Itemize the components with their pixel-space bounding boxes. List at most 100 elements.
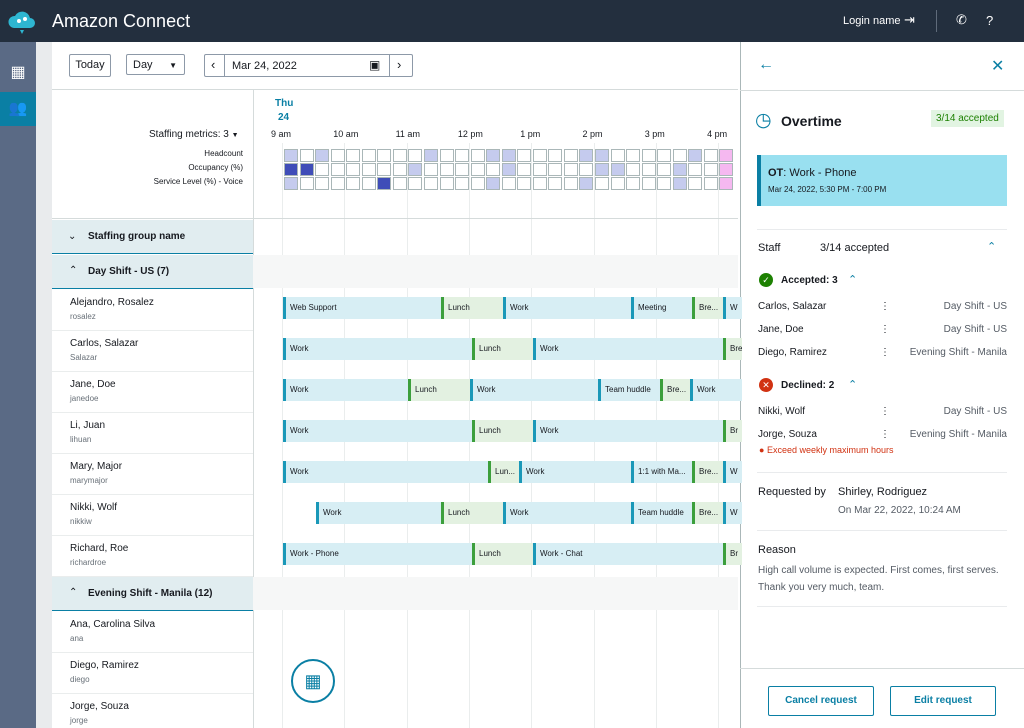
heat-cell [579, 177, 594, 190]
heat-cell [626, 163, 641, 176]
shift[interactable]: 1:1 with Ma... [631, 461, 694, 483]
shift[interactable]: Meeting [631, 297, 694, 319]
heat-cell [330, 149, 345, 162]
prev-day[interactable]: ‹ [211, 57, 216, 72]
divider [253, 90, 254, 728]
phone-icon[interactable]: ✆ [956, 12, 967, 27]
staffing-metrics[interactable]: Staffing metrics: 3 ▼ [149, 129, 239, 140]
view-select[interactable]: Day ▼ [126, 54, 185, 75]
heat-cell [423, 149, 438, 162]
shift[interactable]: Lunch [472, 420, 534, 442]
shift[interactable]: Bre... [660, 379, 692, 401]
agent-name: Carlos, Salazar [70, 338, 139, 349]
shift[interactable]: Work [533, 420, 724, 442]
shift[interactable]: Work [470, 379, 600, 401]
requester: Shirley, Rodriguez [838, 486, 928, 498]
shift[interactable]: Bre... [692, 502, 724, 524]
nav-dashboard[interactable]: ▦ [10, 64, 26, 81]
heat-cell [703, 177, 718, 190]
close[interactable]: ✕ [991, 58, 1005, 75]
shift[interactable]: Work [283, 420, 474, 442]
logout-icon[interactable]: ⇥ [904, 12, 915, 27]
heat-cell [470, 149, 485, 162]
shift[interactable]: Work - Phone [283, 543, 474, 565]
collapse[interactable]: ⌃ [848, 379, 858, 391]
edit-button[interactable]: Edit request [890, 686, 996, 716]
divider [757, 530, 1007, 531]
staff-name: Carlos, Salazar [758, 301, 827, 312]
shift[interactable]: W [723, 502, 742, 524]
shift[interactable]: Br [723, 543, 742, 565]
shift[interactable]: Work [283, 338, 474, 360]
shift[interactable]: Work [316, 502, 444, 524]
nav-staff[interactable]: 👥 [0, 92, 36, 126]
shift[interactable]: Work [519, 461, 632, 483]
shift[interactable]: Lunch [408, 379, 471, 401]
heat-cell [439, 163, 454, 176]
heat-cell [548, 149, 563, 162]
staff-shift: Evening Shift - Manila [909, 347, 1007, 358]
date-picker[interactable] [204, 54, 413, 77]
heat-cell [626, 149, 641, 162]
shift[interactable]: Bre... [692, 297, 724, 319]
shift[interactable]: Bre... [692, 461, 724, 483]
next-day[interactable]: › [397, 57, 402, 72]
group-row-bg [253, 577, 738, 610]
heat-cell [486, 177, 501, 190]
more[interactable]: ⋮ [880, 406, 890, 417]
help[interactable]: ? [986, 13, 994, 28]
agent-name: Jane, Doe [70, 379, 116, 390]
back[interactable]: ← [758, 56, 774, 73]
shift[interactable]: Br [723, 420, 742, 442]
heat-cell [501, 177, 516, 190]
shift[interactable]: Lunch [441, 502, 504, 524]
shift[interactable]: Work [283, 379, 409, 401]
divider [740, 668, 1024, 669]
shift[interactable]: Work [690, 379, 742, 401]
shift[interactable]: Team huddle [598, 379, 662, 401]
panel-title: Overtime [781, 113, 842, 129]
heat-cell [361, 163, 376, 176]
heat-cell [501, 149, 516, 162]
side-nav [0, 42, 36, 728]
calendar-icon[interactable]: ▣ [369, 58, 381, 72]
shift[interactable]: W [723, 297, 742, 319]
collapse[interactable]: ⌃ [987, 241, 997, 253]
heat-cell [423, 163, 438, 176]
today-button[interactable]: Today [69, 54, 111, 77]
heat-cell [517, 177, 532, 190]
collapse[interactable]: ⌃ [848, 274, 858, 286]
divider [52, 218, 738, 219]
more[interactable]: ⋮ [880, 429, 890, 440]
shift[interactable]: Work [533, 338, 724, 360]
shift[interactable]: Work [503, 297, 632, 319]
group-row[interactable] [52, 577, 253, 611]
shift[interactable]: Lunch [441, 297, 504, 319]
shift[interactable]: Work [503, 502, 632, 524]
shift[interactable]: Lunch [472, 543, 534, 565]
group-header[interactable] [52, 220, 253, 254]
shift[interactable]: Work [283, 461, 490, 483]
shift[interactable]: W [723, 461, 742, 483]
agent-login: diego [70, 675, 90, 684]
more[interactable]: ⋮ [880, 347, 890, 358]
shift[interactable]: Lunch [472, 338, 534, 360]
shift[interactable]: Work - Chat [533, 543, 724, 565]
group-header-label: Staffing group name [88, 231, 186, 242]
cancel-button[interactable]: Cancel request [768, 686, 874, 716]
heat-cell [688, 177, 703, 190]
login-name[interactable]: Login name [843, 15, 901, 27]
shift[interactable]: Lun... [488, 461, 520, 483]
more[interactable]: ⋮ [880, 324, 890, 335]
date-value: Mar 24, 2022 [232, 60, 297, 72]
heat-cell [377, 163, 392, 176]
hour-label: 4 pm [707, 129, 728, 139]
shift[interactable]: Team huddle [631, 502, 694, 524]
more[interactable]: ⋮ [880, 301, 890, 312]
group-row[interactable] [52, 255, 253, 289]
shift[interactable]: Bre [723, 338, 742, 360]
fab[interactable]: ▦ [291, 659, 335, 703]
agent-row [52, 495, 253, 536]
heat-cell [532, 177, 547, 190]
shift[interactable]: Web Support [283, 297, 444, 319]
